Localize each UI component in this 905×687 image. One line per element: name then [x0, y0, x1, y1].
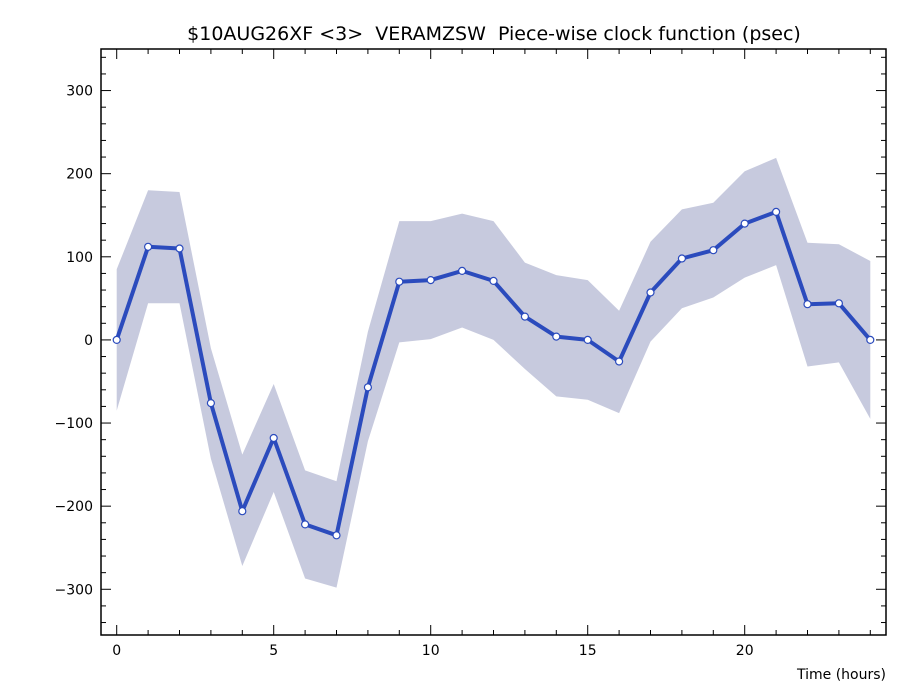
- data-point: [552, 332, 561, 341]
- uncertainty-band-layer: [116, 157, 871, 588]
- data-point: [175, 244, 184, 253]
- uncertainty-band: [116, 157, 871, 588]
- y-tick-label: 200: [66, 167, 93, 183]
- data-point: [740, 219, 749, 228]
- x-tick-labels: 0 5 10 15 20: [112, 643, 753, 659]
- x-tick-label: 0: [112, 643, 121, 659]
- data-point: [269, 433, 278, 443]
- data-point: [803, 300, 812, 309]
- data-point: [866, 335, 875, 344]
- data-point: [614, 357, 624, 366]
- x-axis-label: Time (hours): [796, 667, 886, 683]
- data-point: [771, 207, 781, 216]
- data-point: [395, 277, 404, 286]
- data-point: [489, 276, 498, 285]
- data-point: [238, 507, 247, 516]
- chart-title: $10AUG26XF <3> VERAMZSW Piece-wise clock…: [187, 23, 801, 45]
- data-point: [834, 299, 844, 308]
- y-tick-label: 100: [66, 250, 93, 266]
- data-point-layer: [112, 207, 875, 540]
- data-point: [646, 288, 655, 297]
- data-point: [332, 531, 341, 540]
- data-point: [206, 399, 215, 408]
- y-tick-label: −100: [55, 416, 93, 432]
- data-point: [520, 312, 530, 321]
- data-point: [583, 335, 592, 344]
- axis-ticks: [101, 49, 886, 635]
- data-point: [677, 254, 687, 263]
- data-point: [426, 276, 435, 285]
- y-tick-label: 0: [84, 333, 93, 349]
- data-point: [458, 266, 467, 275]
- y-tick-label: 300: [66, 84, 93, 100]
- y-tick-labels: −300 −200 −100 0 100 200 300: [55, 84, 93, 599]
- x-tick-label: 20: [736, 643, 754, 659]
- plot-frame: [100, 48, 887, 636]
- data-point: [363, 383, 372, 392]
- y-tick-label: −300: [55, 582, 93, 598]
- x-tick-label: 10: [422, 643, 440, 659]
- data-point: [709, 246, 718, 255]
- x-tick-label: 15: [579, 643, 597, 659]
- x-tick-label: 5: [269, 643, 278, 659]
- y-tick-label: −200: [55, 499, 93, 515]
- data-point: [301, 520, 310, 529]
- data-point: [112, 335, 121, 344]
- data-point: [144, 242, 153, 251]
